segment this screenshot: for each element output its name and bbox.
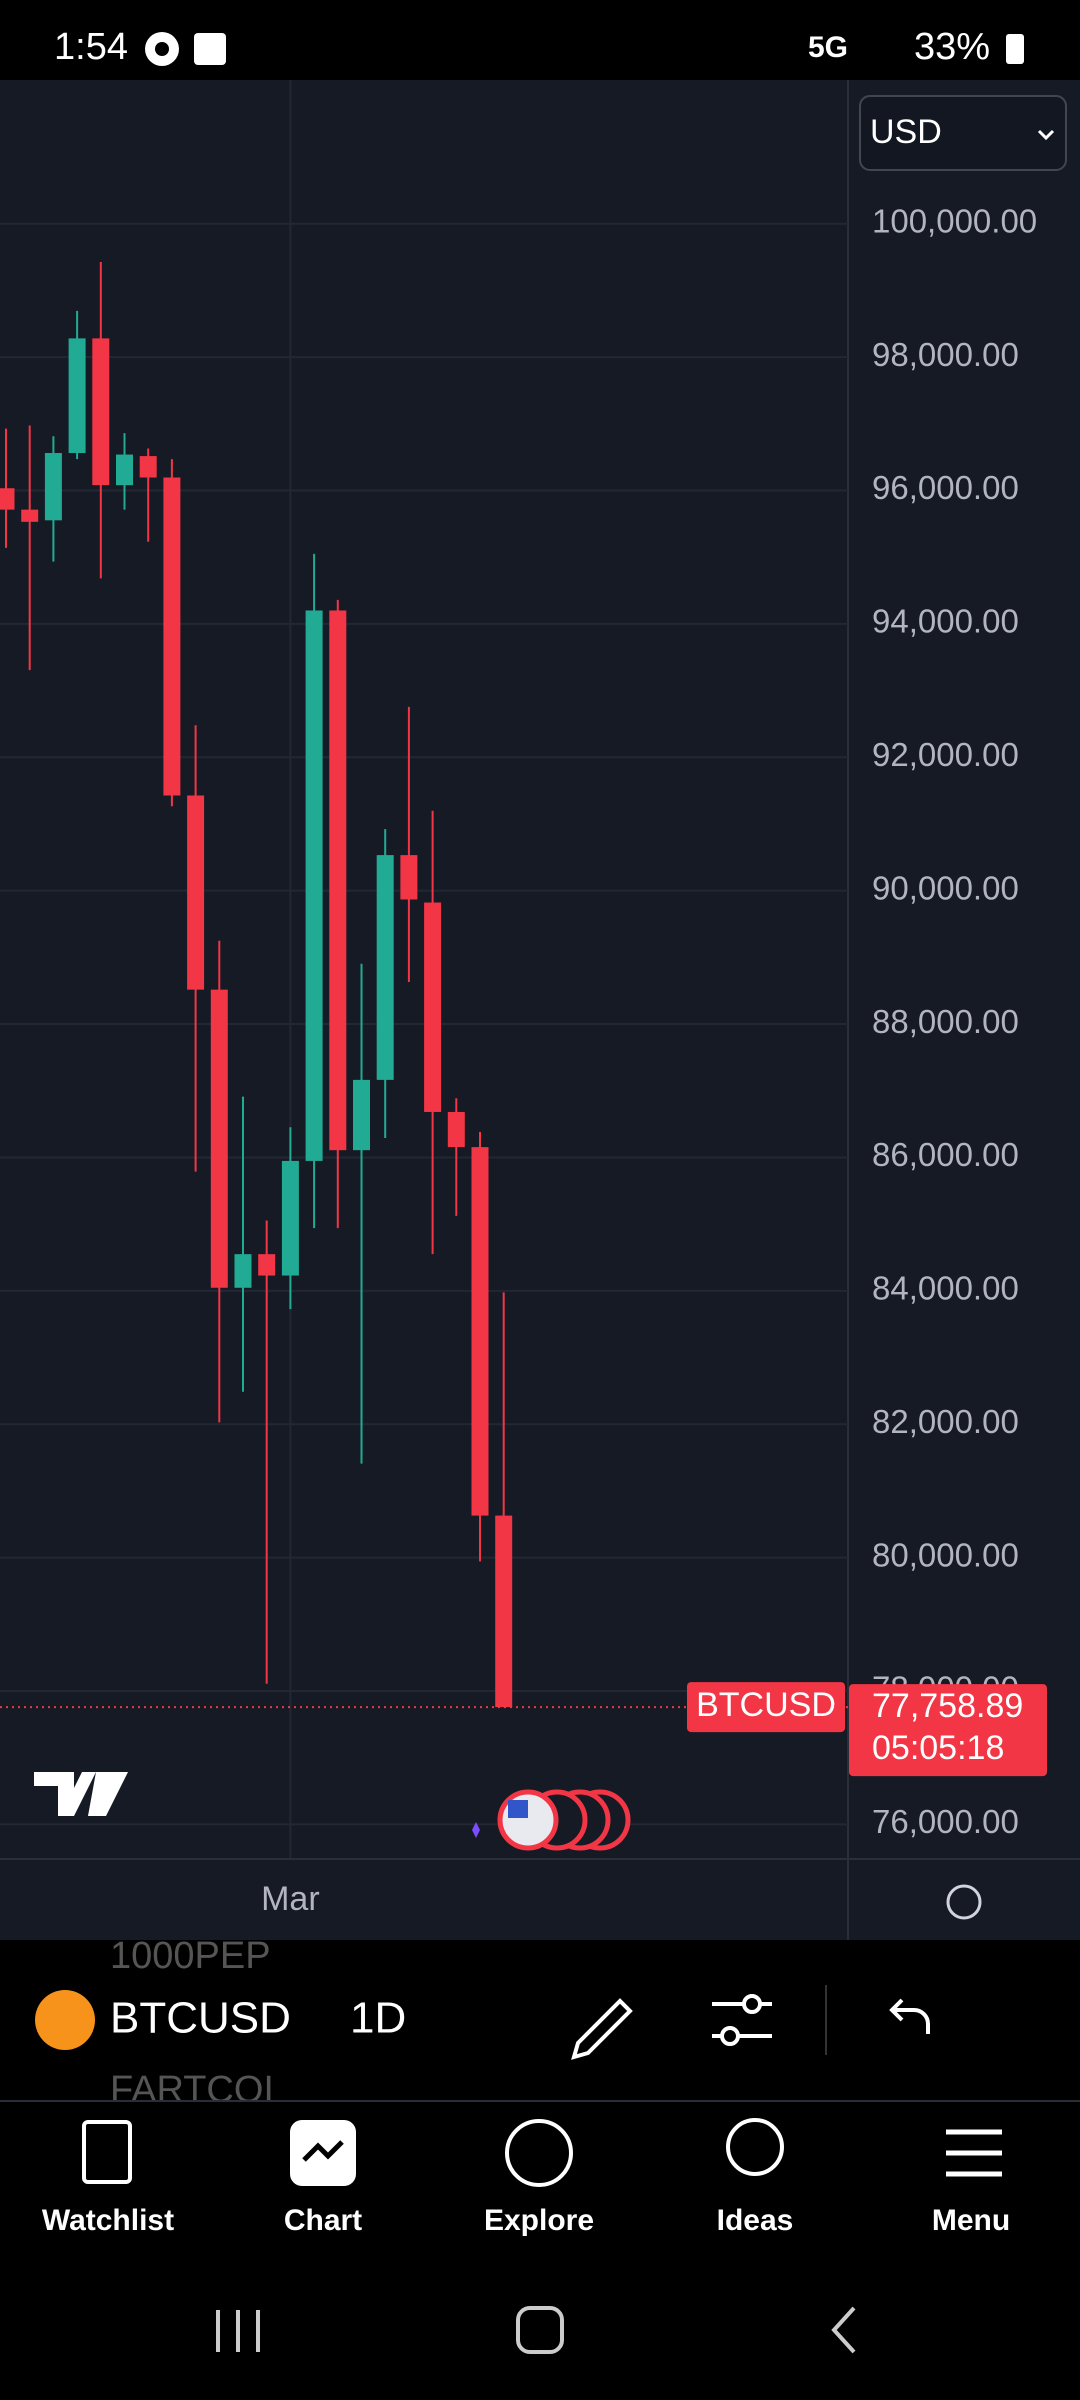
- y-tick-label: 84,000.00: [872, 1270, 1019, 1307]
- y-tick-label: 94,000.00: [872, 603, 1019, 640]
- candle-body: [400, 855, 418, 900]
- toolbar-symbol[interactable]: BTCUSD: [110, 1994, 291, 2043]
- y-tick-label: 82,000.00: [872, 1403, 1019, 1440]
- candle-body: [0, 488, 15, 510]
- candle-body: [495, 1515, 513, 1708]
- indicators-button[interactable]: [712, 1994, 772, 2046]
- nav-labels: Watchlist Chart Explore Ideas Menu: [42, 2204, 1010, 2237]
- candle-body: [163, 477, 181, 796]
- candle-body: [21, 509, 39, 522]
- status-icon: [194, 33, 226, 65]
- chart-area: [0, 80, 1080, 1940]
- candle-body: [139, 456, 157, 478]
- nav-label[interactable]: Ideas: [717, 2204, 794, 2237]
- event-icons: [472, 1789, 631, 1851]
- flag-canton: [508, 1800, 528, 1818]
- system-nav: [216, 2306, 856, 2354]
- candle-body: [234, 1254, 252, 1288]
- undo-button[interactable]: [889, 1998, 930, 2034]
- nav-icon: [82, 2120, 132, 2184]
- sparkle: [472, 1822, 480, 1838]
- nav-label[interactable]: Chart: [284, 2204, 362, 2237]
- tradingview-logo: [34, 1772, 128, 1816]
- price-tag: [849, 1684, 1047, 1777]
- status-time: 1:54: [54, 26, 128, 68]
- toolbar-interval[interactable]: 1D: [350, 1994, 406, 2043]
- nav-label[interactable]: Menu: [932, 2204, 1010, 2237]
- y-tick-label: 96,000.00: [872, 469, 1019, 506]
- countdown-label: 05:05:18: [872, 1729, 1004, 1767]
- status-bar: [0, 0, 1080, 80]
- candle-body: [44, 453, 62, 521]
- y-tick-label: 88,000.00: [872, 1003, 1019, 1040]
- plot: 76,000.0078,000.0080,000.0082,000.0084,0…: [0, 80, 1047, 1918]
- candle-body: [305, 610, 323, 1161]
- candle-body: [447, 1111, 465, 1148]
- nav-icon: [505, 2119, 573, 2187]
- y-tick-label: 90,000.00: [872, 869, 1019, 906]
- draw-button[interactable]: [571, 1998, 633, 2060]
- candle-body: [424, 902, 442, 1112]
- y-tick-label: 100,000.00: [872, 202, 1037, 239]
- settings-button[interactable]: [946, 1884, 982, 1920]
- candle-body: [116, 454, 133, 486]
- y-tick-label: 80,000.00: [872, 1536, 1019, 1573]
- nav-label[interactable]: Explore: [484, 2204, 594, 2237]
- status-battery: 33%: [914, 26, 990, 68]
- status-network: 5G: [808, 31, 848, 64]
- status-icon: [155, 42, 169, 56]
- y-tick-label: 92,000.00: [872, 736, 1019, 773]
- candle-body: [187, 795, 205, 990]
- candle-body: [92, 338, 110, 486]
- battery-icon: [1006, 34, 1024, 64]
- symbol-tag-label: BTCUSD: [696, 1686, 836, 1724]
- nav-icon: [946, 2129, 1002, 2177]
- candle-body: [210, 989, 228, 1288]
- candle-body: [329, 610, 347, 1151]
- candle-body: [258, 1254, 276, 1276]
- currency-label: USD: [870, 113, 942, 151]
- nav-icon: [726, 2118, 784, 2176]
- y-tick-label: 86,000.00: [872, 1136, 1019, 1173]
- symbol-list-item[interactable]: 1000PEP: [110, 1935, 271, 1977]
- nav-icon: [302, 2140, 344, 2162]
- price-tag-label: 77,758.89: [872, 1687, 1023, 1725]
- y-tick-label: 76,000.00: [872, 1803, 1019, 1840]
- toolbar: [0, 1941, 1080, 2101]
- symbol-tag: [687, 1682, 845, 1733]
- candle-body: [376, 855, 394, 1080]
- y-tick-label: 98,000.00: [872, 336, 1019, 373]
- nav-label[interactable]: Watchlist: [42, 2204, 174, 2237]
- candle-body: [68, 338, 86, 454]
- candle-body: [281, 1160, 299, 1276]
- candle-body: [353, 1079, 370, 1151]
- x-tick-label: Mar: [261, 1880, 320, 1918]
- symbol-icon: [35, 1990, 95, 2050]
- candle-body: [471, 1147, 489, 1516]
- currency-dropdown[interactable]: [859, 95, 1067, 171]
- dropdown-arrow: [1037, 129, 1055, 141]
